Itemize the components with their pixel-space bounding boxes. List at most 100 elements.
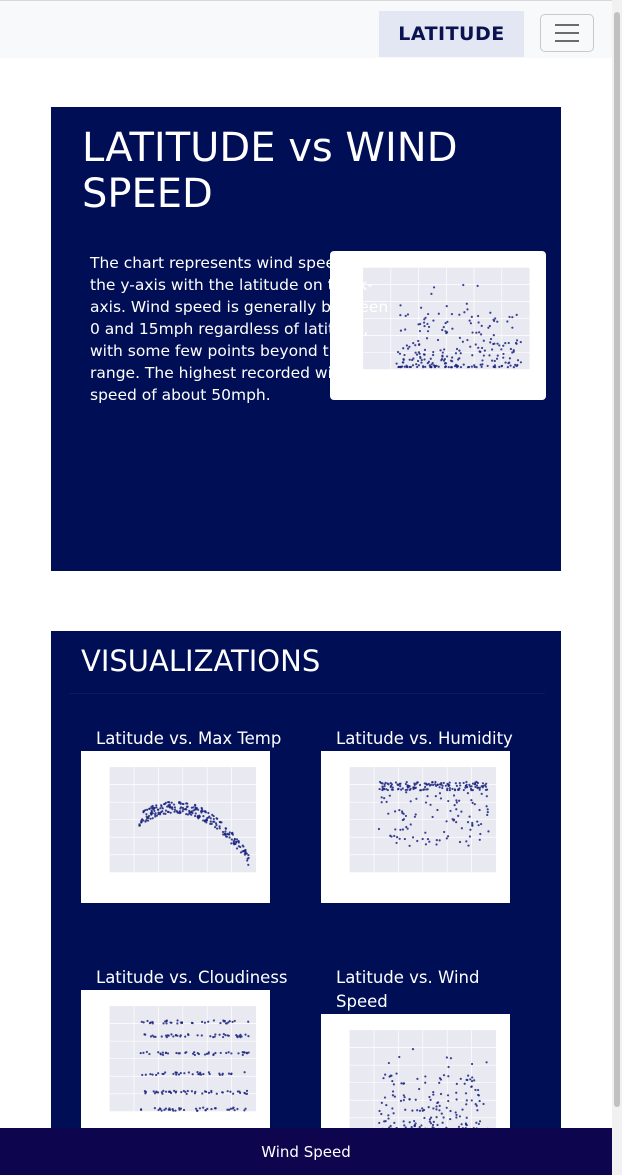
scatter-point	[442, 1074, 446, 1077]
scatter-point	[445, 820, 448, 823]
hamburger-icon	[555, 24, 579, 26]
scatter-point	[149, 1035, 153, 1038]
hero-chart-image[interactable]	[330, 251, 546, 400]
section-heading: VISUALIZATIONS	[81, 644, 321, 678]
scatter-point	[464, 786, 467, 789]
scatter-point	[478, 838, 481, 841]
scatter-point	[514, 363, 517, 366]
scatter-point	[485, 1061, 488, 1064]
scatter-point	[228, 836, 231, 839]
scatter-point	[406, 785, 409, 788]
scatter-point	[470, 1062, 474, 1066]
scatter-point	[484, 788, 488, 792]
scatter-point	[436, 1123, 439, 1127]
scatter-point	[151, 1073, 154, 1076]
scatter-point	[219, 821, 222, 824]
scatter-point	[227, 1108, 231, 1111]
scatter-point	[432, 319, 435, 322]
card-title-humidity: Latitude vs. Humidity	[336, 729, 513, 748]
cloudiness-chart-image[interactable]	[81, 990, 270, 1141]
scatter-point	[239, 1091, 242, 1095]
scatter-point	[442, 359, 446, 362]
scatter-point	[162, 1072, 165, 1076]
footer-bar: Wind Speed	[0, 1128, 612, 1175]
scatter-point	[207, 811, 210, 815]
scatter-point	[512, 349, 515, 352]
scatter-point	[161, 1092, 164, 1095]
scatter-point	[470, 365, 473, 368]
scatter-point	[488, 354, 491, 357]
scatter-point	[458, 840, 462, 844]
scatter-point	[444, 365, 447, 368]
scatter-point	[438, 839, 441, 842]
scatter-point	[192, 1052, 195, 1055]
scatter-point	[470, 1099, 473, 1102]
scatter-point	[167, 801, 170, 804]
scatter-point	[466, 338, 469, 342]
scatter-point	[408, 365, 411, 369]
scatter-point	[139, 1108, 143, 1111]
scatter-point	[435, 364, 438, 368]
scatter-point	[420, 306, 423, 309]
scatter-point	[424, 843, 428, 846]
scatter-point	[196, 1070, 199, 1074]
scrollbar[interactable]	[612, 0, 622, 1175]
scatter-point	[455, 1098, 458, 1101]
scatter-point	[466, 1078, 469, 1082]
scatter-point	[209, 817, 212, 820]
scatter-point	[180, 1091, 183, 1094]
scatter-point	[247, 1035, 250, 1038]
scatter-point	[476, 284, 479, 288]
scatter-point	[154, 813, 157, 816]
scatter-point	[423, 785, 427, 789]
scatter-point	[457, 358, 460, 361]
scatter-point	[233, 1019, 236, 1023]
humidity-chart-image[interactable]	[321, 751, 510, 903]
scatter-point	[179, 1034, 182, 1037]
max-temp-chart-image[interactable]	[81, 751, 270, 903]
scatter-point	[488, 324, 491, 328]
scatter-point	[221, 830, 225, 834]
scatter-point	[451, 787, 454, 791]
scatter-point	[468, 815, 471, 818]
menu-toggle-button[interactable]	[540, 14, 594, 52]
scatter-point	[153, 1107, 157, 1110]
scatter-point	[462, 283, 465, 287]
scatter-point	[471, 331, 474, 334]
scatter-point	[431, 781, 434, 784]
scatter-point	[188, 811, 191, 814]
scatter-point	[232, 1092, 235, 1095]
scatter-point	[202, 1072, 205, 1076]
scatter-point	[436, 783, 439, 786]
scatter-point	[404, 314, 407, 317]
scrollbar-thumb[interactable]	[614, 12, 620, 1107]
scatter-point	[142, 1051, 145, 1054]
scatter-point	[449, 1057, 453, 1060]
wind-speed-chart-image[interactable]	[321, 1014, 510, 1141]
scatter-point	[477, 321, 480, 324]
scatter-point	[442, 326, 445, 329]
scatter-point	[181, 810, 184, 813]
brand-link[interactable]: LATITUDE	[379, 11, 524, 57]
scatter-point	[438, 1109, 441, 1112]
scatter-point	[390, 1074, 393, 1077]
scatter-point	[427, 360, 431, 363]
scatter-point	[404, 814, 408, 818]
footer-label: Wind Speed	[261, 1142, 351, 1161]
scatter-point	[177, 1073, 181, 1076]
scatter-point	[213, 1035, 216, 1038]
scatter-point	[481, 782, 485, 785]
scatter-point	[391, 1080, 394, 1083]
scatter-point	[436, 808, 439, 812]
scatter-point	[482, 1102, 485, 1106]
scatter-point	[406, 313, 410, 316]
scatter-point	[140, 819, 143, 822]
scatter-point	[469, 322, 472, 325]
hero-panel: LATITUDE vs WIND SPEED The chart represe…	[51, 107, 561, 571]
scatter-point	[506, 366, 509, 369]
scatter-point	[425, 788, 428, 791]
scatter-point	[411, 1109, 414, 1112]
scatter-point	[179, 802, 182, 805]
scatter-point	[460, 1123, 463, 1126]
scatter-point	[489, 341, 492, 344]
